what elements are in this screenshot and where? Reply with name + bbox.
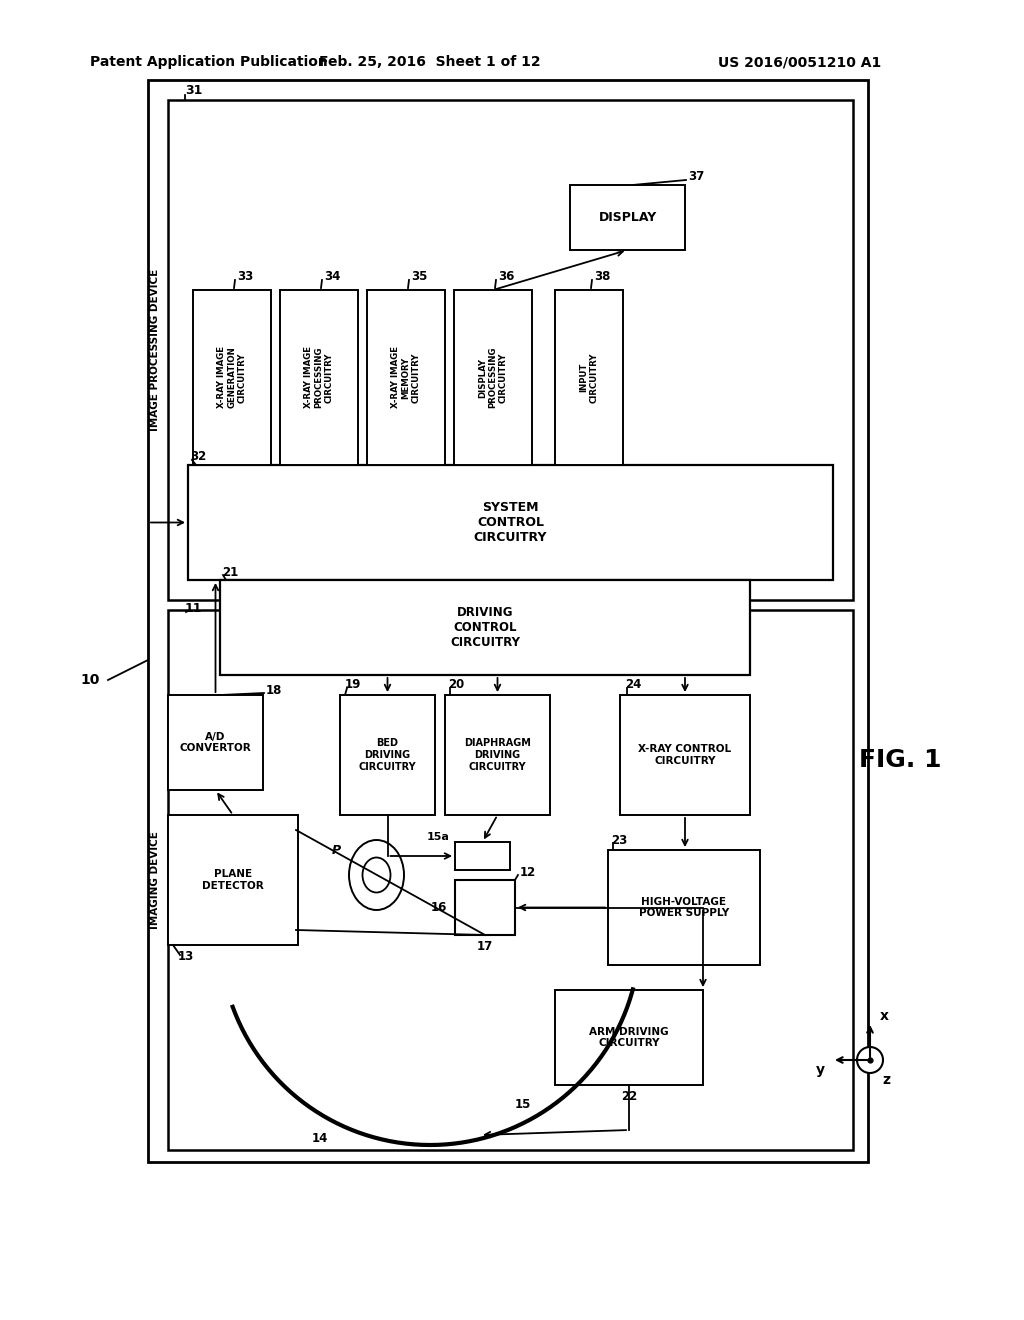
Bar [188,465,833,579]
Text: 21: 21 [222,565,239,578]
Text: FIG. 1: FIG. 1 [859,748,941,772]
Text: ARM DRIVING
CIRCUITRY: ARM DRIVING CIRCUITRY [589,1027,669,1048]
Text: P: P [332,843,341,857]
Bar [168,814,298,945]
Text: 19: 19 [345,678,361,692]
Text: 24: 24 [625,678,641,692]
Text: 31: 31 [185,83,203,96]
Ellipse shape [362,858,390,892]
Text: 13: 13 [178,950,195,964]
Text: DISPLAY
PROCESSING
CIRCUITRY: DISPLAY PROCESSING CIRCUITRY [478,347,508,408]
Text: 33: 33 [237,269,253,282]
Bar [220,579,750,675]
Text: X-RAY IMAGE
MEMORY
CIRCUITRY: X-RAY IMAGE MEMORY CIRCUITRY [391,346,421,408]
Bar [168,610,853,1150]
Text: 37: 37 [688,170,705,183]
Bar [555,990,703,1085]
Text: X-RAY CONTROL
CIRCUITRY: X-RAY CONTROL CIRCUITRY [638,744,731,766]
Text: X-RAY IMAGE
PROCESSING
CIRCUITRY: X-RAY IMAGE PROCESSING CIRCUITRY [304,346,334,408]
Text: 11: 11 [185,602,203,615]
Bar [280,290,358,465]
Circle shape [857,1047,883,1073]
Bar [620,696,750,814]
Text: 23: 23 [611,833,628,846]
Bar [454,290,532,465]
Bar [445,696,550,814]
Text: DRIVING
CONTROL
CIRCUITRY: DRIVING CONTROL CIRCUITRY [450,606,520,649]
Bar [367,290,445,465]
Bar [455,842,510,870]
Text: 10: 10 [81,673,100,686]
Text: DISPLAY: DISPLAY [598,211,656,224]
Text: 15: 15 [515,1098,531,1111]
Text: 18: 18 [266,684,283,697]
Text: 36: 36 [498,269,514,282]
Text: A/D
CONVERTOR: A/D CONVERTOR [179,731,251,754]
Text: 14: 14 [312,1131,328,1144]
Bar [193,290,271,465]
Bar [455,880,515,935]
Bar [168,100,853,601]
Text: PLANE
DETECTOR: PLANE DETECTOR [202,869,264,891]
Bar [340,696,435,814]
Bar [608,850,760,965]
Text: HIGH-VOLTAGE
POWER SUPPLY: HIGH-VOLTAGE POWER SUPPLY [639,896,729,919]
Text: IMAGE PROCESSING DEVICE: IMAGE PROCESSING DEVICE [150,269,160,432]
Text: 35: 35 [411,269,427,282]
Bar [570,185,685,249]
Text: SYSTEM
CONTROL
CIRCUITRY: SYSTEM CONTROL CIRCUITRY [474,502,547,544]
Text: z: z [882,1073,890,1086]
Text: DIAPHRAGM
DRIVING
CIRCUITRY: DIAPHRAGM DRIVING CIRCUITRY [464,738,530,772]
Text: 12: 12 [520,866,537,879]
Text: y: y [815,1063,824,1077]
Text: 16: 16 [431,902,447,913]
Text: 17: 17 [477,940,494,953]
Text: 20: 20 [449,678,464,692]
Text: 15a: 15a [427,832,450,842]
Text: Feb. 25, 2016  Sheet 1 of 12: Feb. 25, 2016 Sheet 1 of 12 [319,55,541,69]
Bar [168,696,263,789]
Text: INPUT
CIRCUITRY: INPUT CIRCUITRY [580,352,599,403]
Text: 22: 22 [621,1090,637,1104]
Text: Patent Application Publication: Patent Application Publication [90,55,328,69]
Text: 38: 38 [594,269,610,282]
Text: x: x [880,1008,889,1023]
Bar [148,81,868,1162]
Ellipse shape [349,840,404,909]
Text: US 2016/0051210 A1: US 2016/0051210 A1 [719,55,882,69]
Text: IMAGING DEVICE: IMAGING DEVICE [150,832,160,929]
Bar [555,290,623,465]
Text: 34: 34 [324,269,340,282]
Text: X-RAY IMAGE
GENERATION
CIRCUITRY: X-RAY IMAGE GENERATION CIRCUITRY [217,346,247,408]
Text: 32: 32 [190,450,206,463]
Text: BED
DRIVING
CIRCUITRY: BED DRIVING CIRCUITRY [358,738,417,772]
